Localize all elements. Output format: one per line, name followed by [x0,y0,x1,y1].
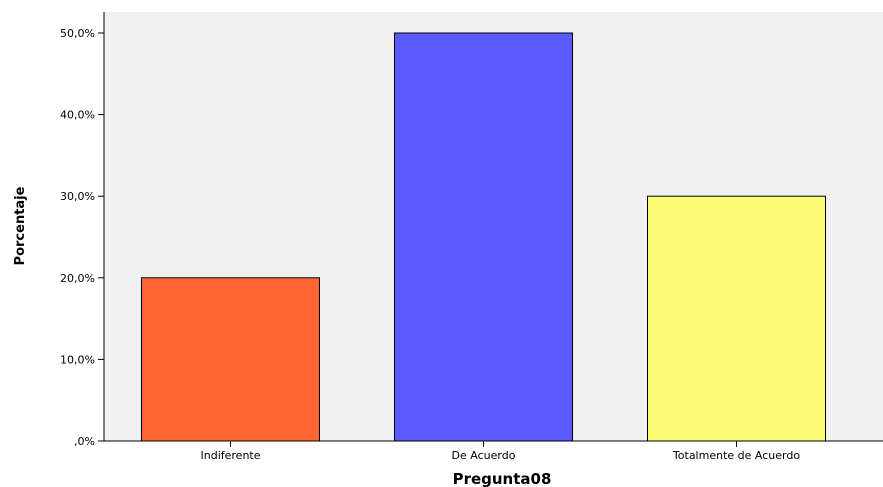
y-tick-label: 30,0% [60,190,95,203]
y-axis-ticks: ,0% 10,0% 20,0% 30,0% 40,0% 50,0% [60,27,104,448]
y-axis-title: Porcentaje [13,186,28,265]
x-tick-label: Indiferente [201,449,261,462]
x-axis-ticks: Indiferente De Acuerdo Totalmente de Acuer… [201,441,800,462]
y-tick-label: 40,0% [60,109,95,122]
y-tick-label: ,0% [74,435,95,448]
bars [141,32,826,442]
bar-de-acuerdo [394,32,573,442]
bar-totalmente-de-acuerdo [647,195,826,442]
y-tick-label: 20,0% [60,272,95,285]
y-tick-label: 50,0% [60,27,95,40]
x-tick-label: De Acuerdo [452,449,516,462]
x-tick-label: Totalmente de Acuerdo [672,449,800,462]
bar-indiferente [141,277,320,442]
y-tick-label: 10,0% [60,353,95,366]
x-axis-title: Pregunta08 [453,470,552,487]
